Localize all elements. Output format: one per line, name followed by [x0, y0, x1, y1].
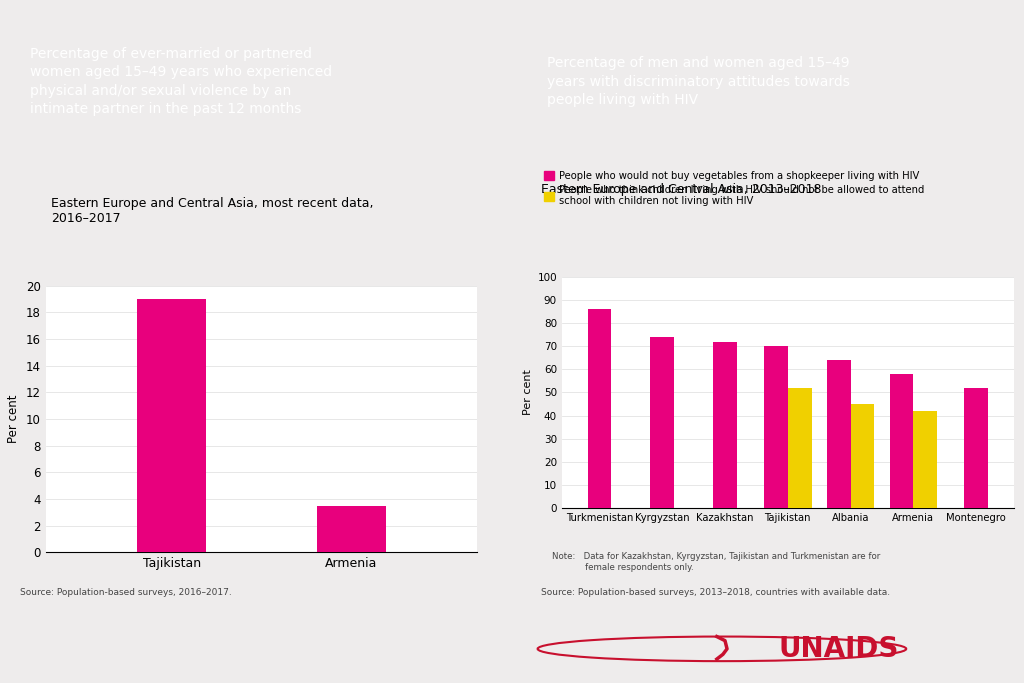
Bar: [650, 337, 674, 508]
Bar: [588, 309, 611, 508]
Bar: [787, 388, 812, 508]
Text: Percentage of ever-married or partnered
women aged 15–49 years who experienced
p: Percentage of ever-married or partnered …: [31, 47, 333, 116]
Bar: [965, 388, 988, 508]
Bar: [137, 299, 206, 553]
Text: Eastern Europe and Central Asia, 2013–2018: Eastern Europe and Central Asia, 2013–20…: [542, 184, 822, 197]
Bar: [913, 411, 937, 508]
Text: Percentage of men and women aged 15–49
years with discriminatory attitudes towar: Percentage of men and women aged 15–49 y…: [547, 56, 850, 107]
Legend: People who would not buy vegetables from a shopkeeper living with HIV, People wh: People who would not buy vegetables from…: [544, 171, 925, 206]
Bar: [764, 346, 787, 508]
Bar: [317, 506, 386, 553]
Bar: [826, 360, 851, 508]
Text: Source: Population-based surveys, 2016–2017.: Source: Population-based surveys, 2016–2…: [20, 588, 232, 597]
Y-axis label: Per cent: Per cent: [523, 370, 534, 415]
Text: Source: Population-based surveys, 2013–2018, countries with available data.: Source: Population-based surveys, 2013–2…: [542, 588, 891, 597]
Bar: [851, 404, 874, 508]
Text: Note:   Data for Kazakhstan, Kyrgyzstan, Tajikistan and Turkmenistan are for
   : Note: Data for Kazakhstan, Kyrgyzstan, T…: [552, 553, 880, 572]
Text: UNAIDS: UNAIDS: [778, 635, 899, 663]
Text: Eastern Europe and Central Asia, most recent data,
2016–2017: Eastern Europe and Central Asia, most re…: [51, 197, 374, 225]
Bar: [890, 374, 913, 508]
Bar: [713, 342, 737, 508]
Y-axis label: Per cent: Per cent: [7, 395, 20, 443]
